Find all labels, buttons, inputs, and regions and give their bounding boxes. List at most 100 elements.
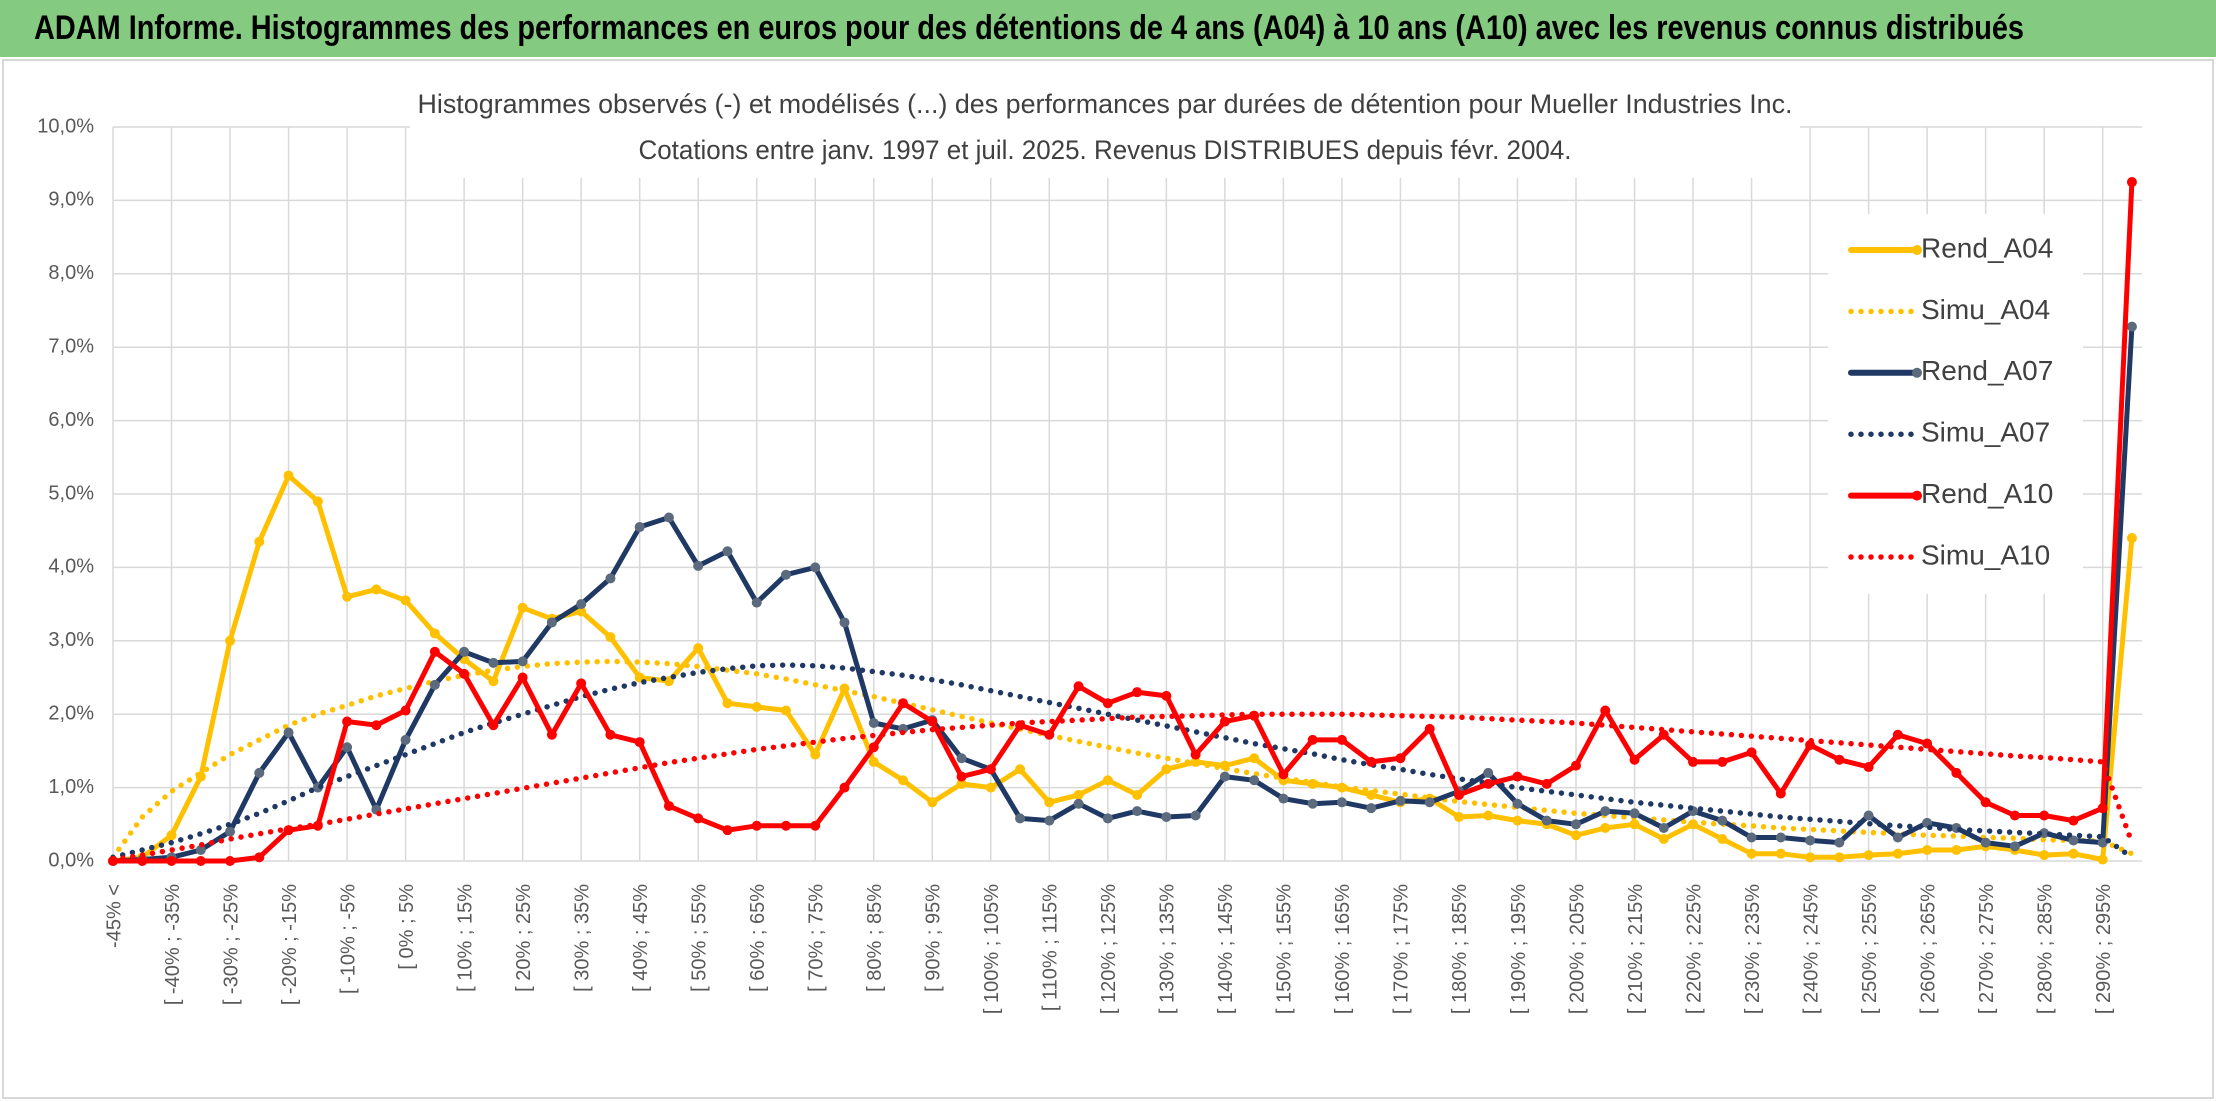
x-tick-label: [ 230% ; 235%: [1742, 884, 1764, 1014]
x-tick-label: [ 260% ; 265%: [1917, 884, 1939, 1014]
x-tick-label: [ 290% ; 295%: [2093, 884, 2115, 1014]
point: [1717, 756, 1728, 767]
point: [1483, 810, 1494, 821]
point: [1044, 797, 1055, 808]
point: [1249, 775, 1260, 786]
point: [1249, 753, 1260, 764]
point: [1483, 778, 1494, 789]
point: [488, 676, 499, 687]
point: [1600, 806, 1611, 817]
chart-title: Histogrammes observés (-) et modélisés (…: [418, 89, 1793, 119]
y-tick-label: 0,0%: [48, 849, 94, 871]
point: [1658, 833, 1669, 844]
point: [2097, 837, 2108, 848]
point: [2097, 803, 2108, 814]
point: [2068, 848, 2079, 859]
x-tick-label: [ 10% ; 15%: [454, 884, 476, 992]
x-tick-label: [ 270% ; 275%: [1976, 884, 1998, 1014]
point: [898, 775, 909, 786]
point: [254, 852, 265, 863]
point: [1161, 764, 1172, 775]
x-tick-label: [ 40% ; 45%: [630, 884, 652, 992]
x-tick-label: [ 60% ; 65%: [747, 884, 769, 992]
x-tick-label: [ 140% ; 145%: [1215, 884, 1237, 1014]
legend-label: Rend_A10: [1921, 478, 2053, 509]
x-tick-label: [ 160% ; 165%: [1332, 884, 1354, 1014]
point: [1600, 822, 1611, 833]
point: [780, 569, 791, 580]
point: [2097, 854, 2108, 865]
point: [1102, 775, 1113, 786]
legend-marker: [1912, 245, 1922, 255]
point: [1658, 822, 1669, 833]
x-tick-label: [ 120% ; 125%: [1098, 884, 1120, 1014]
point: [195, 844, 206, 855]
point: [1132, 687, 1143, 698]
point: [634, 737, 645, 748]
point: [985, 782, 996, 793]
legend-marker: [1912, 490, 1922, 501]
point: [1395, 753, 1406, 764]
x-tick-label: -45% <: [103, 884, 125, 948]
x-tick-label: [ 240% ; 245%: [1800, 884, 1822, 1014]
x-tick-label: [ 50% ; 55%: [688, 884, 710, 992]
point: [312, 496, 323, 507]
x-tick-label: [ -40% ; -35%: [162, 884, 184, 1005]
point: [1307, 798, 1318, 809]
x-tick-label: [ -30% ; -25%: [220, 884, 242, 1005]
point: [1658, 729, 1669, 740]
point: [693, 643, 704, 654]
point: [1219, 771, 1230, 782]
legend-marker: [1912, 367, 1922, 378]
point: [780, 820, 791, 831]
point: [1805, 835, 1816, 846]
point: [1190, 749, 1201, 760]
point: [254, 536, 265, 547]
y-tick-label: 6,0%: [48, 409, 94, 431]
point: [1307, 734, 1318, 745]
point: [459, 668, 470, 679]
point: [1600, 705, 1611, 716]
point: [1892, 832, 1903, 843]
point: [1366, 756, 1377, 767]
point: [1834, 852, 1845, 863]
point: [2126, 177, 2137, 188]
point: [1044, 815, 1055, 826]
point: [2039, 828, 2050, 839]
point: [1688, 756, 1699, 767]
point: [1629, 754, 1640, 765]
point: [1922, 844, 1933, 855]
x-tick-label: [ 0% ; 5%: [396, 884, 418, 970]
y-tick-label: 7,0%: [48, 335, 94, 357]
y-tick-label: 9,0%: [48, 189, 94, 211]
point: [576, 678, 587, 689]
point: [488, 720, 499, 731]
point: [1015, 813, 1026, 824]
point: [751, 820, 762, 831]
point: [956, 771, 967, 782]
point: [985, 764, 996, 775]
point: [1951, 767, 1962, 778]
legend-label: Simu_A10: [1921, 539, 2050, 570]
y-tick-label: 10,0%: [37, 115, 94, 137]
point: [1512, 771, 1523, 782]
point: [166, 856, 177, 866]
point: [1863, 762, 1874, 773]
point: [1863, 850, 1874, 861]
point: [342, 591, 353, 602]
point: [1278, 793, 1289, 804]
point: [1102, 698, 1113, 709]
point: [1541, 815, 1552, 826]
point: [1190, 810, 1201, 821]
point: [868, 742, 879, 753]
point: [810, 749, 821, 760]
x-tick-label: [ 200% ; 205%: [1566, 884, 1588, 1014]
point: [1746, 832, 1757, 843]
point: [2009, 841, 2020, 852]
header-band: [0, 0, 2216, 57]
legend-label: Rend_A04: [1921, 232, 2053, 263]
point: [839, 782, 850, 793]
point: [1892, 729, 1903, 740]
